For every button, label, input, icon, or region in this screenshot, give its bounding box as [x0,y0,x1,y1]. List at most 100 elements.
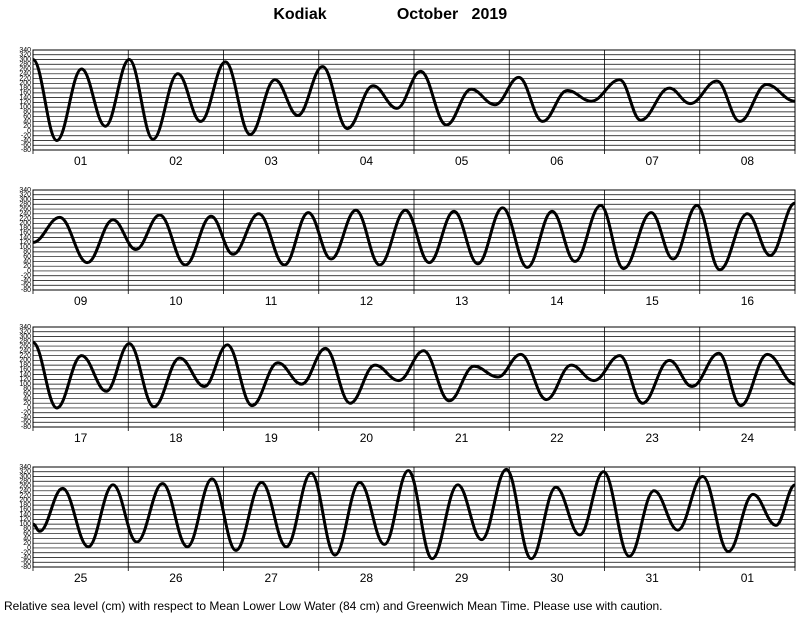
y-tick-label: 200 [19,80,31,87]
x-tick-label: 06 [550,154,564,168]
y-tick-label: 200 [19,357,31,364]
x-tick-label: 29 [455,571,469,585]
y-tick-label: 160 [19,90,31,97]
tide-line [31,58,796,142]
x-tick-label: 19 [264,431,278,445]
y-tick-label: 300 [19,196,31,203]
y-tick-label: 120 [19,99,31,106]
y-tick-label: -60 [21,559,31,566]
y-tick-label: 0 [27,545,31,552]
x-tick-label: 09 [74,294,88,308]
y-tick-label: 320 [19,329,31,336]
y-tick-label: -60 [21,142,31,149]
y-tick-label: 140 [19,511,31,518]
x-tick-label: 01 [74,154,88,168]
y-tick-label: 280 [19,201,31,208]
tide-line [32,201,796,272]
y-tick-label: 40 [23,118,31,125]
y-tick-label: 340 [19,47,31,54]
x-tick-label: 03 [264,154,278,168]
x-tick-label: 24 [741,431,755,445]
y-tick-label: 220 [19,75,31,82]
y-tick-label: 160 [19,367,31,374]
y-tick-label: 140 [19,94,31,101]
y-tick-label: 300 [19,333,31,340]
x-tick-label: 17 [74,431,88,445]
y-tick-label: 20 [23,263,31,270]
y-tick-label: -40 [21,414,31,421]
y-tick-label: 240 [19,348,31,355]
x-tick-label: 11 [265,294,278,308]
y-tick-label: -60 [21,282,31,289]
y-tick-label: 20 [23,400,31,407]
y-tick-label: 180 [19,502,31,509]
y-tick-label: 120 [19,239,31,246]
y-tick-label: 340 [19,187,31,194]
y-tick-label: 240 [19,488,31,495]
y-tick-label: -40 [21,137,31,144]
x-tick-label: 07 [645,154,659,168]
x-tick-label: 08 [741,154,755,168]
y-tick-label: 260 [19,206,31,213]
y-tick-label: 340 [19,324,31,331]
x-tick-label: 27 [264,571,278,585]
tide-line [32,467,796,561]
y-tick-label: 100 [19,244,31,251]
y-tick-label: 0 [27,268,31,275]
x-tick-label: 02 [169,154,183,168]
y-tick-label: 280 [19,338,31,345]
y-tick-label: -20 [21,133,31,140]
y-tick-label: 100 [19,104,31,111]
y-tick-label: 140 [19,234,31,241]
x-tick-label: 04 [360,154,374,168]
y-tick-label: 20 [23,123,31,130]
y-tick-label: 220 [19,215,31,222]
y-tick-label: -80 [21,287,31,294]
footnote: Relative sea level (cm) with respect to … [4,599,663,613]
y-tick-label: -20 [21,273,31,280]
y-tick-label: 100 [19,521,31,528]
y-tick-label: 40 [23,258,31,265]
y-tick-label: 320 [19,192,31,199]
y-tick-label: 240 [19,71,31,78]
y-tick-label: 60 [23,391,31,398]
x-tick-label: 12 [360,294,374,308]
y-tick-label: 260 [19,483,31,490]
y-tick-label: 120 [19,376,31,383]
y-tick-label: 140 [19,371,31,378]
x-tick-label: 22 [550,431,564,445]
y-tick-label: 40 [23,535,31,542]
y-tick-label: 200 [19,220,31,227]
x-tick-label: 15 [645,294,659,308]
x-tick-label: 31 [645,571,659,585]
y-tick-label: 180 [19,85,31,92]
y-tick-label: 0 [27,405,31,412]
y-tick-label: 320 [19,469,31,476]
x-tick-label: 21 [455,431,469,445]
y-tick-label: 340 [19,464,31,471]
x-tick-label: 28 [360,571,374,585]
y-tick-label: 80 [23,526,31,533]
y-tick-label: 80 [23,249,31,256]
y-tick-label: 220 [19,492,31,499]
y-tick-label: -80 [21,564,31,571]
x-tick-label: 16 [741,294,755,308]
x-tick-label: 14 [550,294,564,308]
y-tick-label: -20 [21,410,31,417]
y-tick-label: 120 [19,516,31,523]
x-tick-label: 10 [169,294,183,308]
x-tick-label: 13 [455,294,469,308]
y-tick-label: 80 [23,386,31,393]
x-tick-label: 26 [169,571,183,585]
y-tick-label: 40 [23,395,31,402]
y-tick-label: 180 [19,225,31,232]
y-tick-label: 300 [19,473,31,480]
y-tick-label: 220 [19,352,31,359]
y-tick-label: -40 [21,554,31,561]
tide-line [32,340,796,410]
y-tick-label: -60 [21,419,31,426]
plot-frame [32,189,796,291]
y-tick-label: -80 [21,147,31,154]
y-tick-label: 240 [19,211,31,218]
y-tick-label: -40 [21,277,31,284]
